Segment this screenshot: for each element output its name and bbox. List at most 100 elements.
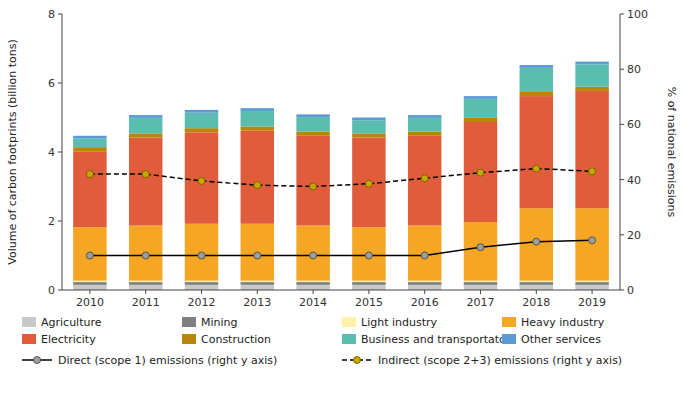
legend-swatch <box>342 317 356 327</box>
bar-segment <box>352 285 385 290</box>
bar-segment <box>464 281 497 282</box>
bar-segment <box>129 138 162 226</box>
y-tick-label: 6 <box>48 77 55 90</box>
bar-segment <box>408 115 441 118</box>
bar-segment <box>464 118 497 122</box>
bar-segment <box>241 282 274 285</box>
line-marker <box>589 168 596 175</box>
marks <box>73 62 609 290</box>
bar-segment <box>73 227 106 280</box>
bar-segment <box>296 225 329 280</box>
legend-label: Other services <box>521 333 601 346</box>
x-tick-label: 2011 <box>132 296 160 309</box>
x-tick <box>424 290 425 294</box>
x-tick <box>480 290 481 294</box>
x-tick <box>313 290 314 294</box>
bar-segment <box>464 285 497 290</box>
line-marker <box>533 238 540 245</box>
bar-segment <box>352 282 385 285</box>
x-tick-label: 2019 <box>578 296 606 309</box>
bar-segment <box>185 285 218 290</box>
legend-swatch <box>342 334 356 344</box>
line-marker <box>86 252 93 259</box>
legend-label: Mining <box>201 316 238 329</box>
bar-segment <box>296 114 329 117</box>
bar-segment <box>185 113 218 129</box>
y-tick-label: 4 <box>48 146 55 159</box>
bar-segment <box>241 281 274 282</box>
line-marker <box>421 252 428 259</box>
y2-tick <box>620 124 624 125</box>
bar-segment <box>408 282 441 285</box>
y-tick <box>58 152 62 153</box>
legend-swatch <box>502 334 516 344</box>
line-marker <box>477 244 484 251</box>
y-tick <box>58 290 62 291</box>
y2-tick <box>620 290 624 291</box>
bar-segment <box>185 110 218 113</box>
bar-segment <box>241 108 274 111</box>
line-marker <box>142 171 149 178</box>
chart: 0246802040608010020102011201220132014201… <box>0 0 685 398</box>
bar-segment <box>575 285 608 290</box>
line-marker <box>421 175 428 182</box>
bar-segment <box>73 285 106 290</box>
legend-swatch <box>182 317 196 327</box>
bar-segment <box>129 133 162 137</box>
line-marker <box>198 177 205 184</box>
bar-segment <box>575 281 608 282</box>
line-marker <box>533 165 540 172</box>
x-tick-label: 2014 <box>299 296 327 309</box>
bar-segment <box>296 285 329 290</box>
legend-label: Electricity <box>41 333 96 346</box>
bar-segment <box>575 208 608 280</box>
bar-segment <box>241 126 274 130</box>
bar-segment <box>352 120 385 133</box>
bar-segment <box>73 139 106 148</box>
line <box>90 240 592 255</box>
x-tick <box>592 290 593 294</box>
line-marker <box>142 252 149 259</box>
bar-segment <box>352 118 385 121</box>
x-tick-label: 2015 <box>355 296 383 309</box>
bar-segment <box>185 128 218 132</box>
x-tick <box>89 290 90 294</box>
y2-axis-label: % of national emissions <box>665 87 678 218</box>
right-axis-line <box>620 14 621 290</box>
bar-segment <box>296 117 329 131</box>
line-marker <box>365 252 372 259</box>
line-marker <box>86 171 93 178</box>
x-tick-label: 2018 <box>522 296 550 309</box>
line-marker <box>310 183 317 190</box>
bar-segment <box>73 151 106 227</box>
bar-segment <box>575 87 608 91</box>
bar-segment <box>464 222 497 281</box>
bar-segment <box>408 132 441 136</box>
x-tick <box>257 290 258 294</box>
bar-segment <box>520 96 553 208</box>
y-tick <box>58 14 62 15</box>
bar-segment <box>575 62 608 65</box>
bar-segment <box>464 282 497 285</box>
bar-segment <box>464 99 497 118</box>
bar-segment <box>296 136 329 226</box>
bar-segment <box>296 132 329 136</box>
y-tick-label: 8 <box>48 8 55 21</box>
bar-segment <box>520 285 553 290</box>
legend-marker <box>354 357 361 364</box>
line-marker <box>477 169 484 176</box>
bar-segment <box>296 281 329 282</box>
x-tick-label: 2012 <box>188 296 216 309</box>
bar-segment <box>520 92 553 96</box>
y2-tick-label: 40 <box>627 174 641 187</box>
x-tick <box>145 290 146 294</box>
bar-segment <box>520 68 553 92</box>
line <box>90 169 592 187</box>
bar-segment <box>408 281 441 282</box>
legend-label: Construction <box>201 333 271 346</box>
x-tick-label: 2016 <box>411 296 439 309</box>
bar-segment <box>520 208 553 280</box>
bar-segment <box>129 225 162 280</box>
bar-segment <box>129 118 162 134</box>
x-tick-label: 2010 <box>76 296 104 309</box>
